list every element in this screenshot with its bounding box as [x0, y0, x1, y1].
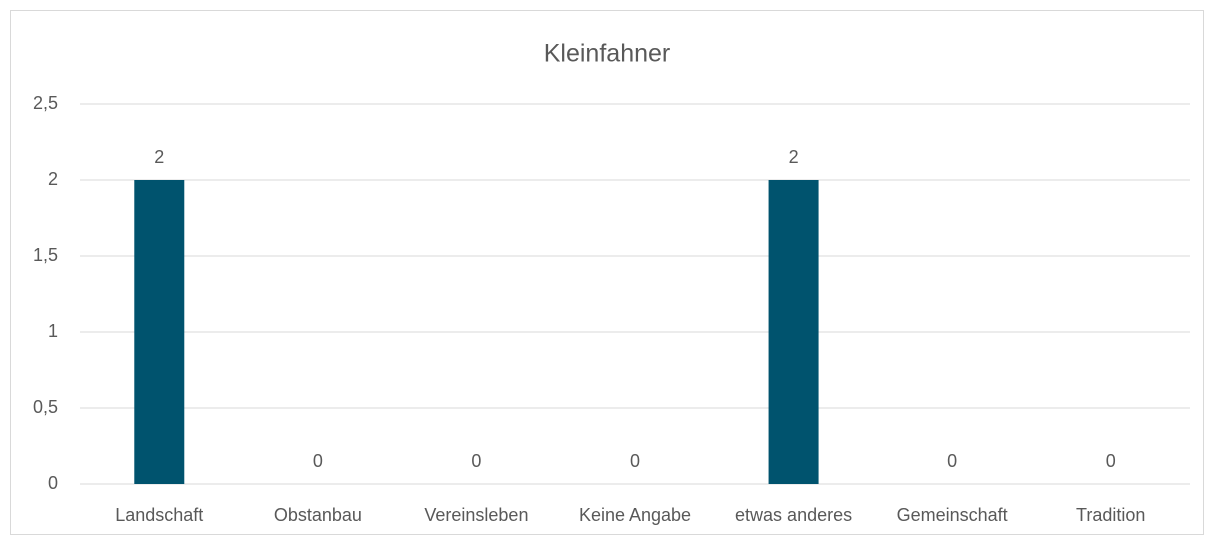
data-label: 0 [471, 451, 481, 471]
y-tick-label: 1,5 [33, 245, 58, 265]
y-tick-label: 1 [48, 321, 58, 341]
data-label: 0 [630, 451, 640, 471]
y-tick-label: 2 [48, 169, 58, 189]
x-tick-label: Obstanbau [274, 505, 362, 525]
data-label: 0 [313, 451, 323, 471]
data-label: 2 [154, 147, 164, 167]
x-tick-label: Gemeinschaft [897, 505, 1008, 525]
chart-title: Kleinfahner [544, 40, 670, 68]
y-tick-label: 2,5 [33, 93, 58, 113]
x-tick-label: Landschaft [115, 505, 203, 525]
x-tick-label: Keine Angabe [579, 505, 691, 525]
x-tick-label: Tradition [1076, 505, 1145, 525]
y-tick-label: 0 [48, 473, 58, 493]
data-label: 0 [947, 451, 957, 471]
data-label: 2 [789, 147, 799, 167]
chart-border [10, 10, 1204, 535]
bar [134, 180, 185, 484]
bar [768, 180, 819, 484]
x-tick-label: Vereinsleben [424, 505, 528, 525]
y-tick-label: 0,5 [33, 397, 58, 417]
x-tick-label: etwas anderes [735, 505, 852, 525]
data-label: 0 [1106, 451, 1116, 471]
